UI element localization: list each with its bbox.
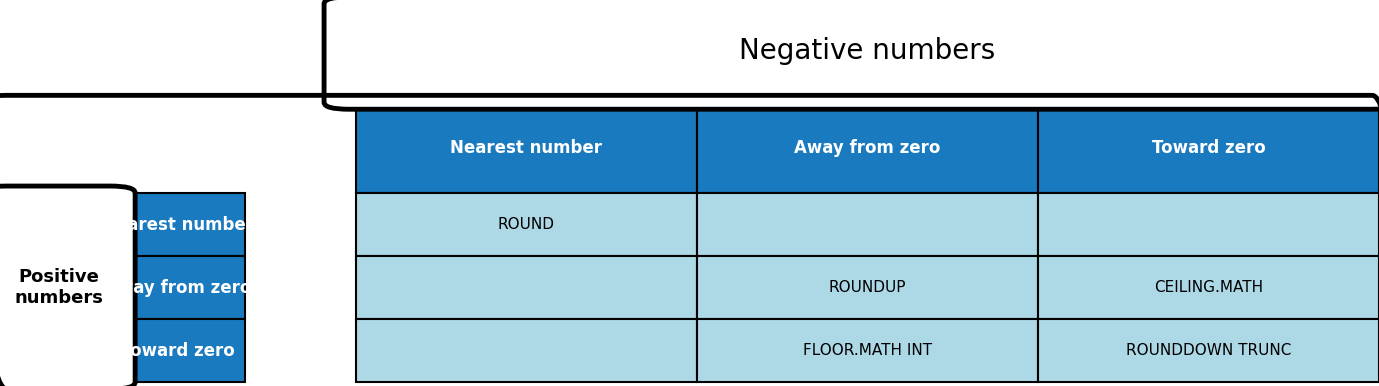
Text: Away from zero: Away from zero — [794, 139, 940, 157]
Text: CEILING.MATH: CEILING.MATH — [1154, 280, 1263, 295]
Bar — [696, 319, 1038, 382]
FancyBboxPatch shape — [0, 186, 135, 386]
Bar — [356, 319, 696, 382]
Bar — [110, 193, 245, 256]
Text: Toward zero: Toward zero — [1151, 139, 1266, 157]
Bar — [110, 319, 245, 382]
Text: Toward zero: Toward zero — [121, 342, 234, 360]
Bar — [1038, 102, 1379, 193]
Bar — [110, 256, 245, 319]
Bar — [696, 102, 1038, 193]
Bar — [1038, 256, 1379, 319]
Bar — [356, 256, 696, 319]
Text: Positive
numbers: Positive numbers — [14, 268, 103, 307]
Bar — [696, 256, 1038, 319]
Text: ROUND: ROUND — [498, 217, 554, 232]
Text: ROUNDDOWN TRUNC: ROUNDDOWN TRUNC — [1125, 343, 1291, 358]
Bar — [356, 193, 696, 256]
Text: Away from zero: Away from zero — [105, 279, 251, 296]
Bar — [696, 193, 1038, 256]
Bar — [1038, 319, 1379, 382]
Bar — [1038, 193, 1379, 256]
Text: ROUNDUP: ROUNDUP — [829, 280, 906, 295]
Text: Nearest number: Nearest number — [451, 139, 603, 157]
FancyBboxPatch shape — [324, 0, 1379, 109]
Text: FLOOR.MATH INT: FLOOR.MATH INT — [803, 343, 932, 358]
Text: Nearest number: Nearest number — [102, 215, 254, 234]
Bar — [356, 102, 696, 193]
Text: Negative numbers: Negative numbers — [739, 37, 996, 65]
